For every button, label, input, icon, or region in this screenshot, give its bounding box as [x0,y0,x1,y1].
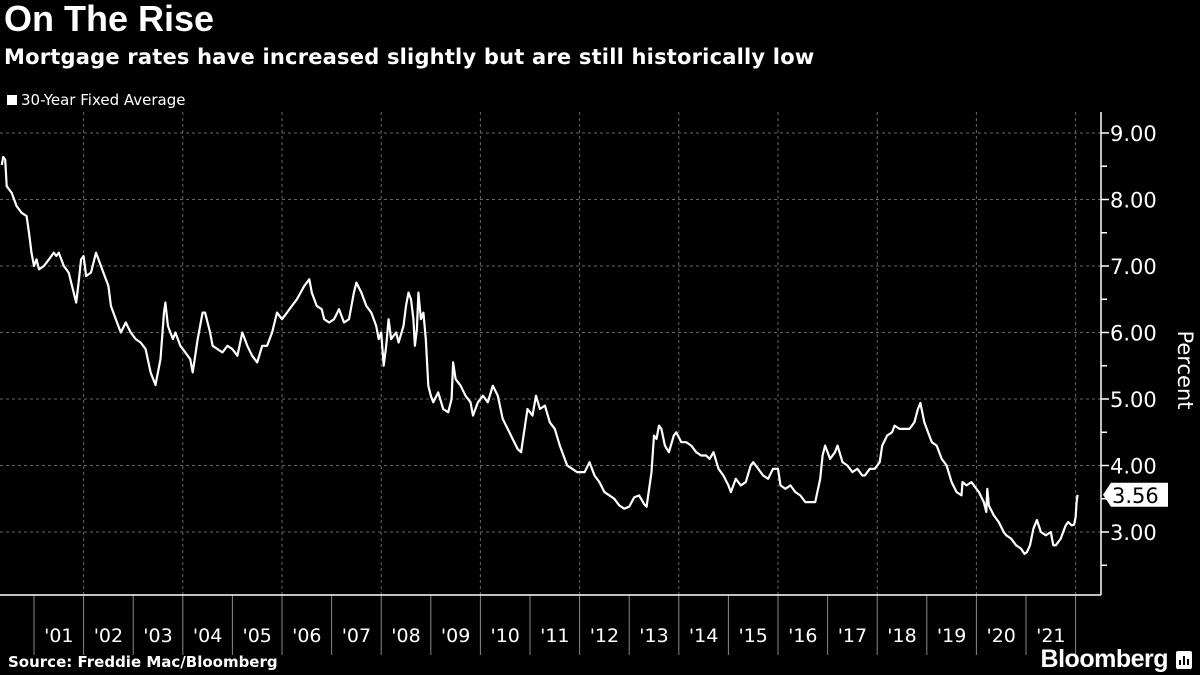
legend-label: 30-Year Fixed Average [21,91,186,109]
chart-title: On The Rise [4,0,215,39]
x-tick-label: '16 [788,625,817,647]
y-tick-label: 3.00 [1110,521,1157,545]
series-line-30-year-fixed [0,155,1079,556]
x-tick-label: '05 [242,625,271,647]
x-tick-label: '02 [94,625,123,647]
x-tick-label: '21 [1036,625,1065,647]
last-value-badge [1103,482,1168,507]
y-axis-label: Percent [1173,330,1197,409]
last-value-label: 3.56 [1112,484,1159,508]
x-tick-label: '19 [937,625,966,647]
x-tick-label: '07 [342,625,371,647]
legend-swatch [7,95,17,105]
x-tick-label: '14 [689,625,718,647]
x-tick-label: '13 [639,625,668,647]
y-tick-label: 5.00 [1110,388,1157,412]
y-tick-label: 4.00 [1110,455,1157,479]
x-tick-label: '04 [193,625,222,647]
logo-text: Bloomberg [1040,645,1169,673]
y-tick-label: 9.00 [1110,122,1157,146]
x-tick-label: '09 [441,625,470,647]
y-tick-label: 6.00 [1110,322,1157,346]
x-tick-label: '17 [838,625,867,647]
x-tick-label: '06 [292,625,321,647]
x-tick-label: '20 [986,625,1015,647]
x-tick-label: '18 [887,625,916,647]
chart-subtitle: Mortgage rates have increased slightly b… [4,45,815,69]
x-tick-label: '08 [391,625,420,647]
x-tick-label: '11 [540,625,569,647]
bloomberg-logo: Bloomberg [1041,645,1192,674]
x-tick-label: '03 [143,625,172,647]
chart-icon [1176,650,1192,669]
y-tick-label: 8.00 [1110,189,1157,213]
x-tick-label: '01 [44,625,73,647]
x-tick-label: '10 [490,625,519,647]
legend: 30-Year Fixed Average [7,91,185,109]
x-tick-label: '15 [738,625,767,647]
y-tick-label: 7.00 [1110,255,1157,279]
source-note: Source: Freddie Mac/Bloomberg [8,653,278,671]
x-tick-label: '12 [590,625,619,647]
